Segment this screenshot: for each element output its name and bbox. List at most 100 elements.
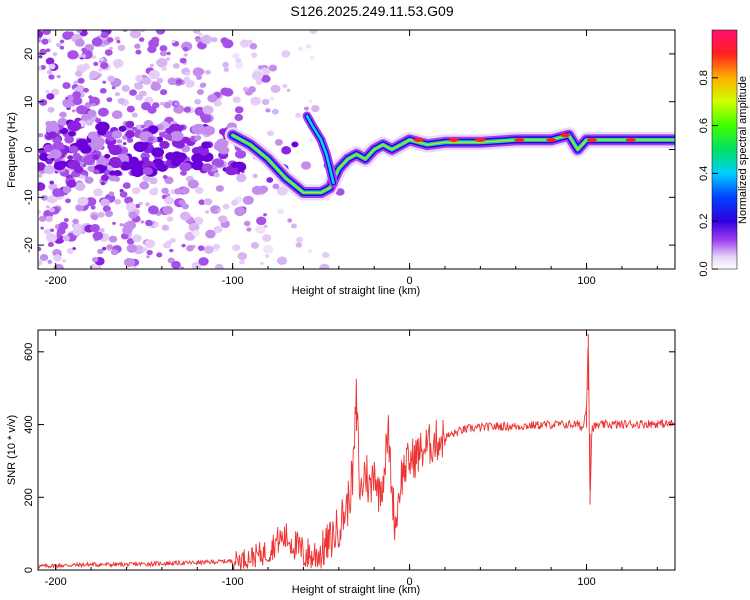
spectral-blob xyxy=(162,242,171,249)
spectrogram-ylabel: Frequency (Hz) xyxy=(6,112,18,188)
spectral-blob xyxy=(86,154,94,160)
spectral-blob xyxy=(147,136,154,142)
spectral-blob xyxy=(206,129,213,135)
spectral-blob xyxy=(119,191,128,198)
spectral-blob xyxy=(214,248,219,253)
spectral-blob xyxy=(171,39,176,43)
spectral-peak xyxy=(514,137,525,142)
spectral-blob xyxy=(64,135,75,144)
spectral-blob xyxy=(159,45,168,52)
spectral-blob xyxy=(191,146,202,155)
spectral-blob xyxy=(114,176,121,182)
spectral-blob xyxy=(108,191,115,197)
spectral-blob xyxy=(183,106,191,113)
snr-plot-area xyxy=(38,330,675,570)
spectral-blob xyxy=(149,63,154,68)
spectral-blob xyxy=(93,169,100,175)
spectral-blob xyxy=(39,99,48,106)
colorbar-tick-label: 0.6 xyxy=(698,118,710,133)
spectral-blob xyxy=(232,52,240,60)
spectral-blob xyxy=(262,244,274,254)
spectral-blob xyxy=(250,52,258,58)
spectral-blob xyxy=(112,80,120,87)
spectral-blob xyxy=(45,159,53,165)
spectral-blob xyxy=(93,61,99,67)
spectral-blob xyxy=(100,62,109,69)
spectral-blob xyxy=(138,37,145,42)
spectral-blob xyxy=(281,50,291,58)
spectral-blob xyxy=(77,77,85,84)
spectral-blob xyxy=(67,160,81,170)
spectral-blob xyxy=(40,226,45,230)
spectral-blob xyxy=(102,246,107,251)
spectral-blob xyxy=(166,193,171,197)
spectral-blob xyxy=(161,187,169,194)
spectral-blob xyxy=(188,222,200,232)
spectral-blob xyxy=(135,74,144,82)
spectral-blob xyxy=(119,223,124,227)
x-tick-label: -200 xyxy=(45,576,67,588)
spectral-blob xyxy=(99,57,104,62)
spectral-blob xyxy=(156,77,164,84)
spectral-blob xyxy=(62,235,70,242)
spectral-blob xyxy=(110,249,119,256)
spectral-blob xyxy=(38,65,42,71)
x-tick-label: -200 xyxy=(45,275,67,287)
spectral-blob xyxy=(191,160,204,171)
spectral-blob xyxy=(140,220,145,224)
spectral-blob xyxy=(142,174,151,182)
spectral-blob xyxy=(180,186,190,195)
spectral-blob xyxy=(129,30,142,39)
spectral-blob xyxy=(66,248,74,254)
spectral-blob xyxy=(39,152,50,162)
spectral-blob xyxy=(205,229,216,239)
spectral-blob xyxy=(114,92,120,97)
spectral-blob xyxy=(217,208,221,212)
spectral-blob xyxy=(192,67,204,77)
spectral-blob xyxy=(211,36,218,43)
spectral-blob xyxy=(135,203,141,209)
x-tick-label: -100 xyxy=(222,275,244,287)
spectral-blob xyxy=(59,111,67,118)
spectral-blob xyxy=(100,31,109,39)
spectral-blob xyxy=(53,161,66,171)
spectral-peak xyxy=(475,137,486,142)
spectral-blob xyxy=(71,109,76,113)
spectral-blob xyxy=(97,248,104,255)
spectral-blob xyxy=(207,94,218,103)
spectral-blob xyxy=(121,84,130,92)
spectral-blob xyxy=(193,30,201,34)
spectral-blob xyxy=(134,129,142,135)
spectral-blob xyxy=(91,112,96,117)
spectral-blob xyxy=(81,230,86,235)
spectral-blob xyxy=(57,117,68,127)
spectral-blob xyxy=(84,176,94,184)
spectral-blob xyxy=(174,140,185,149)
spectral-blob xyxy=(146,255,150,259)
spectral-blob xyxy=(75,38,85,47)
spectral-blob xyxy=(117,97,126,105)
colorbar-tick-label: 0.2 xyxy=(698,214,710,229)
spectral-blob xyxy=(47,195,58,204)
y-tick-label: 0 xyxy=(23,567,35,573)
spectral-blob xyxy=(45,215,53,223)
spectral-blob xyxy=(215,138,229,149)
spectral-blob xyxy=(232,244,241,252)
spectral-blob xyxy=(67,50,79,60)
spectral-blob xyxy=(122,142,127,146)
snr-ylabel: SNR (10 * v/v) xyxy=(6,415,18,485)
spectral-blob xyxy=(197,245,205,251)
spectral-blob xyxy=(82,63,90,70)
spectral-blob xyxy=(165,152,176,161)
spectral-blob xyxy=(256,216,267,226)
spectral-blob xyxy=(106,37,114,43)
spectral-blob xyxy=(234,106,244,114)
spectral-blob xyxy=(215,185,224,192)
spectral-blob xyxy=(169,237,176,243)
spectral-blob xyxy=(222,61,230,68)
x-tick-label: 0 xyxy=(407,275,413,287)
spectral-blob xyxy=(106,244,113,250)
spectral-blob xyxy=(265,108,271,113)
spectral-blob xyxy=(81,47,87,53)
spectral-blob xyxy=(129,89,137,96)
